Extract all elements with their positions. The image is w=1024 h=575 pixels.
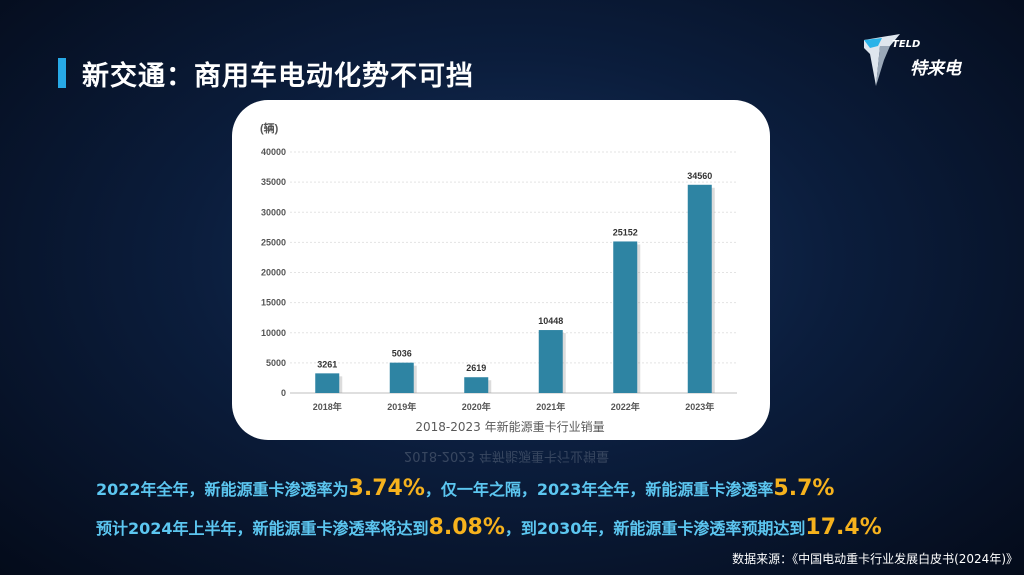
y-tick-label: 40000 xyxy=(261,147,286,157)
bar-value-label: 10448 xyxy=(538,316,563,326)
bar-value-label: 2619 xyxy=(466,363,486,373)
page-title: 新交通：商用车电动化势不可挡 xyxy=(82,61,474,92)
bar xyxy=(464,377,489,393)
y-tick-label: 15000 xyxy=(261,298,286,308)
bar xyxy=(687,184,712,393)
logo-brand-text: TELD xyxy=(892,39,921,50)
y-tick-label: 30000 xyxy=(261,207,286,217)
penetration-2030-value: 17.4% xyxy=(805,515,882,540)
chart-title: 2018-2023 年新能源重卡行业销量 xyxy=(415,419,604,434)
chart-title-reflection: 2018-2023 年新能源重卡行业销量 xyxy=(404,448,609,463)
y-axis-unit: (辆) xyxy=(260,121,279,135)
summary-line-1-text-a: 2022年全年，新能源重卡渗透率为 xyxy=(96,480,349,499)
summary-line-2-text-a: 预计2024年上半年，新能源重卡渗透率将达到 xyxy=(96,519,429,538)
y-tick-label: 20000 xyxy=(261,268,286,278)
penetration-2023-value: 5.7% xyxy=(773,476,835,501)
bar-value-label: 5036 xyxy=(392,349,412,359)
bar-value-label: 34560 xyxy=(687,171,712,181)
bar xyxy=(315,373,340,393)
y-tick-label: 35000 xyxy=(261,177,286,187)
x-tick-label: 2022年 xyxy=(611,401,640,412)
teld-logo: TELD 特来电 xyxy=(862,30,982,90)
y-tick-label: 0 xyxy=(281,388,286,398)
y-tick-label: 25000 xyxy=(261,237,286,247)
summary-line-1: 2022年全年，新能源重卡渗透率为3.74%，仅一年之隔，2023年全年，新能源… xyxy=(96,476,834,501)
summary-line-2: 预计2024年上半年，新能源重卡渗透率将达到8.08%，到2030年，新能源重卡… xyxy=(96,515,882,540)
summary-line-2-text-b: ，到2030年，新能源重卡渗透率预期达到 xyxy=(504,519,806,538)
logo-mark-icon xyxy=(864,34,900,86)
x-tick-label: 2021年 xyxy=(536,401,565,412)
bar-value-label: 3261 xyxy=(317,359,337,369)
logo-name-text: 特来电 xyxy=(910,59,961,79)
penetration-2022-value: 3.74% xyxy=(348,476,425,501)
title-accent-bar xyxy=(58,58,66,88)
x-tick-label: 2019年 xyxy=(387,401,416,412)
bar xyxy=(613,241,638,393)
data-source: 数据来源：《中国电动重卡行业发展白皮书(2024年)》 xyxy=(732,552,1018,566)
y-tick-label: 5000 xyxy=(266,358,286,368)
x-tick-label: 2023年 xyxy=(685,401,714,412)
bar xyxy=(538,330,563,393)
penetration-2024h1-value: 8.08% xyxy=(428,515,505,540)
bar-chart: 0 5000 10000 15000 20000 25000 30000 35000 40000… xyxy=(260,121,737,434)
bar-value-label: 25152 xyxy=(613,227,638,237)
x-tick-label: 2020年 xyxy=(462,401,491,412)
y-tick-label: 10000 xyxy=(261,328,286,338)
x-tick-label: 2018年 xyxy=(313,401,342,412)
bar xyxy=(389,362,414,393)
summary-line-1-text-b: ，仅一年之隔，2023年全年，新能源重卡渗透率 xyxy=(424,480,774,499)
chart-card: 0 5000 10000 15000 20000 25000 30000 35000 40000… xyxy=(232,100,770,440)
